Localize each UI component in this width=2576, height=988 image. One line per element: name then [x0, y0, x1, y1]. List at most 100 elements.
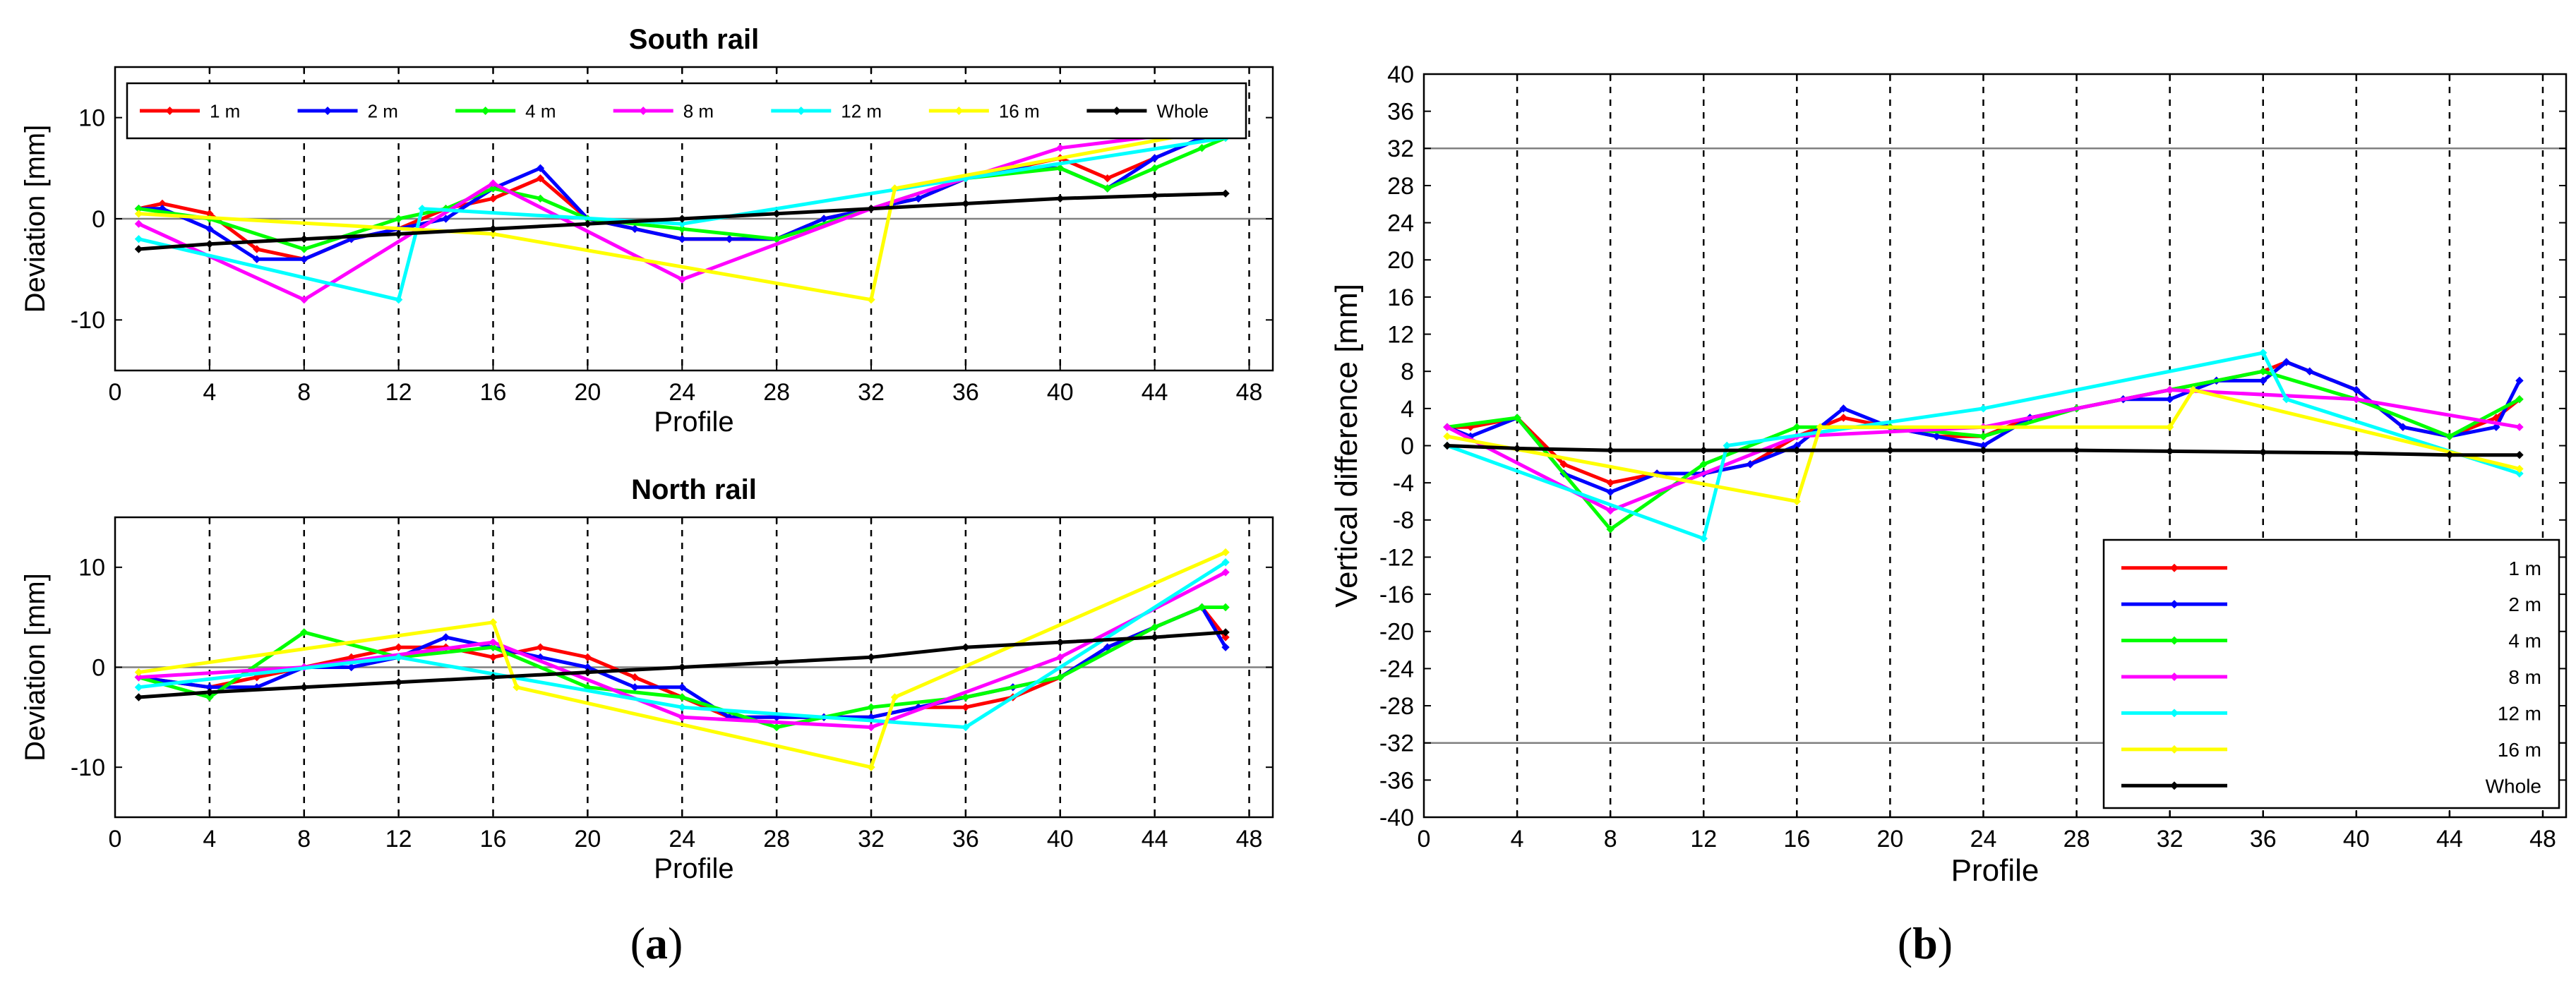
south-series-2m-point — [300, 255, 308, 264]
vertical-series-2m-point — [1746, 460, 1754, 469]
vertical-y-tick-label: -36 — [1379, 767, 1414, 794]
panel-label-b-open: ( — [1898, 918, 1912, 968]
vertical-legend-marker-1m — [2170, 563, 2179, 572]
south-series-4m-point — [1197, 143, 1206, 152]
vertical-series-4m-point — [2259, 367, 2268, 375]
vertical-series-8m-point — [1443, 423, 1451, 431]
south-series-whole-point — [772, 210, 781, 218]
vertical-series-8m-point — [2515, 423, 2524, 431]
south-series-4m-point — [394, 215, 403, 223]
south-chart-title: South rail — [629, 24, 759, 55]
north-rail-chart: 0 4 8 12 16 20 24 28 32 36 40 44 48-10010ProfileDevi… — [20, 474, 1274, 884]
south-series-2m-point — [678, 234, 686, 243]
south-series-2m-point — [725, 234, 733, 243]
vertical-series-16m-point — [2188, 385, 2198, 394]
north-series-4m-point — [1221, 603, 1230, 612]
vertical-y-tick-label: 28 — [1387, 173, 1414, 200]
south-series-whole-point — [1221, 189, 1230, 198]
south-series-whole-point — [678, 215, 686, 223]
north-series-whole-point — [205, 688, 214, 697]
south-series-2m-point — [253, 255, 261, 264]
north-series-4m-point — [300, 628, 308, 637]
north-series-whole-point — [961, 643, 970, 651]
north-x-tick-label: 24 — [669, 826, 695, 853]
vertical-series-16m-point — [2165, 423, 2174, 431]
panel-label-a-open: ( — [630, 918, 645, 968]
north-series-2m-point — [347, 663, 356, 672]
south-legend-label-12m: 12 m — [841, 100, 882, 121]
south-series-whole-point — [134, 245, 143, 253]
north-x-tick-label: 16 — [480, 826, 507, 853]
vertical-series-16m-line — [1446, 388, 2520, 503]
vertical-series-whole-point — [1513, 444, 1521, 453]
south-series-2m-point — [1150, 154, 1159, 162]
south-legend-label-2m: 2 m — [368, 100, 398, 121]
south-series-2m-point — [205, 224, 214, 234]
south-legend-label-8m: 8 m — [683, 100, 714, 121]
vertical-y-tick-label: 36 — [1387, 99, 1414, 126]
south-series-4m-point — [300, 245, 308, 253]
south-x-axis-label: Profile — [654, 406, 733, 438]
south-x-tick-label: 4 — [203, 379, 216, 406]
north-x-tick-label: 0 — [109, 826, 122, 853]
north-series-4m-point — [961, 693, 970, 701]
north-series-2m-point — [441, 633, 450, 641]
vertical-legend-label-whole: Whole — [2486, 775, 2541, 797]
vertical-x-tick-label: 0 — [1418, 826, 1431, 853]
vertical-series-1m-point — [1606, 478, 1615, 487]
vertical-series-4m-point — [2445, 432, 2454, 441]
north-series-whole-point — [678, 663, 686, 672]
vertical-legend-marker-2m — [2170, 600, 2179, 609]
north-series-4m-point — [489, 643, 498, 651]
south-y-tick-label: -10 — [71, 307, 105, 334]
vertical-legend-marker-whole — [2170, 781, 2179, 790]
vertical-x-tick-label: 44 — [2436, 826, 2463, 853]
south-x-tick-label: 44 — [1142, 379, 1168, 406]
north-series-4m-point — [1150, 623, 1159, 632]
north-y-tick-label: -10 — [71, 754, 105, 781]
north-series-16m-point — [890, 693, 899, 701]
vertical-series-4m-point — [1513, 414, 1521, 422]
north-series-16m-point — [489, 618, 498, 627]
vertical-series-16m-point — [1792, 497, 1802, 506]
north-x-tick-label: 44 — [1142, 826, 1168, 853]
vertical-series-whole-point — [2352, 449, 2361, 457]
vertical-series-12m-point — [1979, 404, 1988, 413]
south-series-16m-point — [489, 229, 498, 239]
north-series-8m-point — [1056, 653, 1065, 662]
panel-label-a-letter: a — [645, 918, 668, 968]
vertical-legend-marker-4m — [2170, 636, 2179, 645]
north-series-whole-point — [134, 693, 143, 701]
vertical-series-2m-point — [2352, 385, 2361, 394]
south-x-tick-label: 20 — [574, 379, 601, 406]
south-series-whole-point — [205, 240, 214, 248]
vertical-series-4m-point — [1979, 432, 1988, 441]
vertical-series-2m-point — [2165, 394, 2174, 404]
north-series-8m-point — [1221, 568, 1230, 577]
south-legend-label-whole: Whole — [1156, 100, 1209, 121]
south-legend-label-1m: 1 m — [210, 100, 240, 121]
north-series-16m-line — [138, 550, 1227, 769]
north-series-2m-point — [678, 683, 686, 692]
north-x-tick-label: 12 — [385, 826, 412, 853]
north-series-1m-point — [489, 653, 498, 662]
south-series-1m-point — [253, 245, 261, 253]
north-series-whole-point — [1221, 628, 1230, 637]
vertical-series-2m-point — [2259, 376, 2268, 385]
south-x-tick-label: 36 — [952, 379, 979, 406]
north-series-12m-point — [134, 683, 143, 692]
vertical-legend-label-1m: 1 m — [2508, 558, 2541, 579]
north-series-whole-point — [1056, 638, 1065, 646]
vertical-y-tick-label: -16 — [1379, 582, 1414, 608]
north-x-tick-label: 20 — [574, 826, 601, 853]
south-x-tick-label: 0 — [109, 379, 122, 406]
south-series-whole-point — [961, 199, 970, 208]
vertical-series-4m-point — [1792, 423, 1802, 431]
north-series-whole-point — [867, 653, 875, 662]
north-chart-title: North rail — [631, 474, 757, 505]
south-series-8m-point — [134, 219, 143, 228]
south-x-tick-label: 8 — [297, 379, 311, 406]
vertical-legend-marker-12m — [2170, 709, 2179, 718]
vertical-series-2m-point — [2515, 376, 2524, 385]
vertical-series-16m-point — [1443, 432, 1451, 441]
